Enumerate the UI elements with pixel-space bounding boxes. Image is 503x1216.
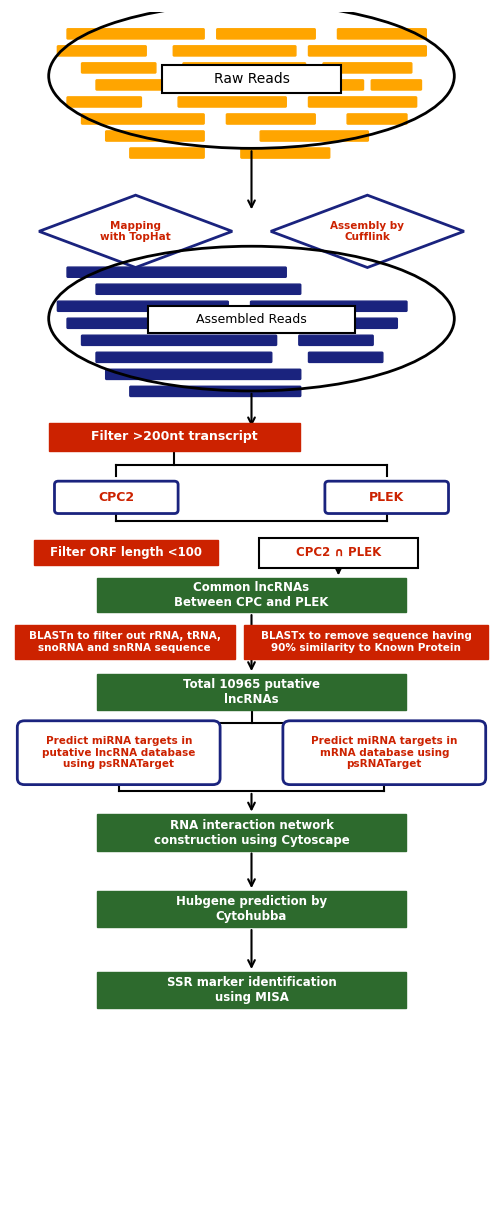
FancyBboxPatch shape <box>97 891 406 927</box>
FancyBboxPatch shape <box>67 97 141 107</box>
FancyBboxPatch shape <box>49 423 300 451</box>
FancyBboxPatch shape <box>96 353 272 362</box>
FancyBboxPatch shape <box>226 114 315 124</box>
FancyBboxPatch shape <box>130 148 204 158</box>
FancyBboxPatch shape <box>259 537 418 568</box>
FancyBboxPatch shape <box>34 540 218 565</box>
FancyBboxPatch shape <box>217 29 315 39</box>
FancyBboxPatch shape <box>57 46 146 56</box>
Text: BLASTn to filter out rRNA, tRNA,
snoRNA and snRNA sequence: BLASTn to filter out rRNA, tRNA, snoRNA … <box>29 631 221 653</box>
Text: CPC2 ∩ PLEK: CPC2 ∩ PLEK <box>296 546 381 559</box>
Text: Common lncRNAs
Between CPC and PLEK: Common lncRNAs Between CPC and PLEK <box>175 581 328 609</box>
FancyBboxPatch shape <box>347 114 407 124</box>
FancyBboxPatch shape <box>97 579 406 613</box>
FancyBboxPatch shape <box>178 97 286 107</box>
Text: SSR marker identification
using MISA: SSR marker identification using MISA <box>166 976 337 1004</box>
FancyBboxPatch shape <box>97 972 406 1008</box>
FancyBboxPatch shape <box>57 302 228 311</box>
FancyBboxPatch shape <box>162 66 341 94</box>
Text: Predict miRNA targets in
mRNA database using
psRNATarget: Predict miRNA targets in mRNA database u… <box>311 736 458 770</box>
Text: BLASTx to remove sequence having
90% similarity to Known Protein: BLASTx to remove sequence having 90% sim… <box>261 631 472 653</box>
FancyBboxPatch shape <box>96 285 301 294</box>
Text: Assembly by
Cufflink: Assembly by Cufflink <box>330 220 404 242</box>
FancyBboxPatch shape <box>15 625 234 659</box>
FancyBboxPatch shape <box>289 319 397 328</box>
FancyBboxPatch shape <box>130 387 301 396</box>
FancyBboxPatch shape <box>106 131 204 141</box>
FancyBboxPatch shape <box>67 29 204 39</box>
FancyBboxPatch shape <box>371 80 422 90</box>
Text: Filter ORF length <100: Filter ORF length <100 <box>50 546 202 559</box>
FancyBboxPatch shape <box>67 268 286 277</box>
FancyBboxPatch shape <box>96 80 204 90</box>
FancyBboxPatch shape <box>308 46 427 56</box>
FancyBboxPatch shape <box>17 721 220 784</box>
FancyBboxPatch shape <box>183 63 306 73</box>
Text: RNA interaction network
construction using Cytoscape: RNA interaction network construction usi… <box>153 818 350 846</box>
Text: Total 10965 putative
lncRNAs: Total 10965 putative lncRNAs <box>183 679 320 706</box>
FancyBboxPatch shape <box>106 370 301 379</box>
FancyBboxPatch shape <box>148 306 355 333</box>
Text: Filter >200nt transcript: Filter >200nt transcript <box>91 430 258 443</box>
Text: Predict miRNA targets in
putative lncRNA database
using psRNATarget: Predict miRNA targets in putative lncRNA… <box>42 736 195 770</box>
Text: PLEK: PLEK <box>369 491 404 503</box>
FancyBboxPatch shape <box>226 80 364 90</box>
FancyBboxPatch shape <box>323 63 412 73</box>
FancyBboxPatch shape <box>283 721 486 784</box>
FancyBboxPatch shape <box>338 29 427 39</box>
FancyBboxPatch shape <box>81 63 156 73</box>
FancyBboxPatch shape <box>325 482 449 513</box>
Text: Raw Reads: Raw Reads <box>214 72 289 86</box>
FancyBboxPatch shape <box>97 674 406 710</box>
FancyBboxPatch shape <box>67 319 156 328</box>
Text: Assembled Reads: Assembled Reads <box>196 314 307 326</box>
FancyBboxPatch shape <box>81 114 204 124</box>
FancyBboxPatch shape <box>250 302 407 311</box>
FancyBboxPatch shape <box>299 336 373 345</box>
FancyBboxPatch shape <box>97 815 406 851</box>
FancyBboxPatch shape <box>241 148 330 158</box>
FancyBboxPatch shape <box>260 131 368 141</box>
FancyBboxPatch shape <box>308 353 383 362</box>
FancyBboxPatch shape <box>173 46 296 56</box>
Text: Hubgene prediction by
Cytohubba: Hubgene prediction by Cytohubba <box>176 895 327 923</box>
FancyBboxPatch shape <box>54 482 178 513</box>
Text: CPC2: CPC2 <box>98 491 134 503</box>
FancyBboxPatch shape <box>308 97 416 107</box>
FancyBboxPatch shape <box>81 336 277 345</box>
Text: Mapping
with TopHat: Mapping with TopHat <box>100 220 171 242</box>
FancyBboxPatch shape <box>244 625 488 659</box>
